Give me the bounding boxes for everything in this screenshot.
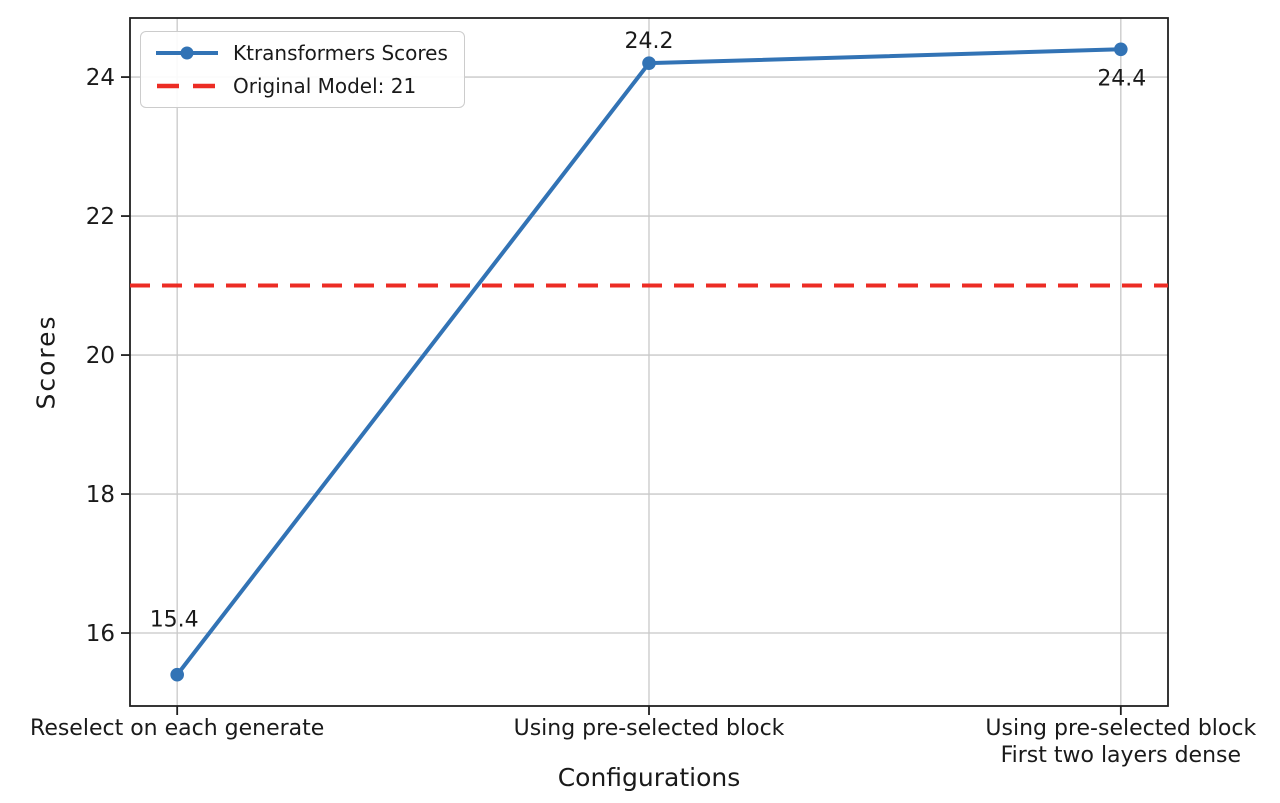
legend-reference-label: Original Model: 21 xyxy=(233,74,417,98)
x-tick-label: Using pre-selected block xyxy=(514,716,785,741)
data-point-marker xyxy=(642,56,656,70)
legend-series-label: Ktransformers Scores xyxy=(233,41,448,65)
y-tick-label: 22 xyxy=(86,204,115,230)
legend-item-series: Ktransformers Scores xyxy=(153,41,448,65)
data-point-marker xyxy=(1114,42,1128,57)
data-point-marker xyxy=(170,667,184,682)
x-tick-label: Using pre-selected block xyxy=(985,716,1256,741)
legend-item-reference: Original Model: 21 xyxy=(153,74,448,98)
x-axis-title: Configurations xyxy=(557,763,741,792)
y-tick-label: 24 xyxy=(86,65,115,91)
x-tick-label: Reselect on each generate xyxy=(30,716,324,741)
y-tick-label: 16 xyxy=(86,621,115,647)
y-tick-label: 18 xyxy=(86,482,115,508)
y-tick-label: 20 xyxy=(86,343,115,369)
legend: Ktransformers Scores Original Model: 21 xyxy=(140,31,465,108)
y-axis-title: Scores xyxy=(31,314,61,410)
legend-line-marker-icon xyxy=(156,46,218,60)
point-annotation: 15.4 xyxy=(150,608,199,633)
point-annotation: 24.4 xyxy=(1097,66,1146,91)
legend-dashed-line-icon xyxy=(157,83,217,89)
x-tick-label: First two layers dense xyxy=(1001,743,1241,768)
legend-marker-dot xyxy=(180,46,194,60)
point-annotation: 24.2 xyxy=(625,29,674,54)
